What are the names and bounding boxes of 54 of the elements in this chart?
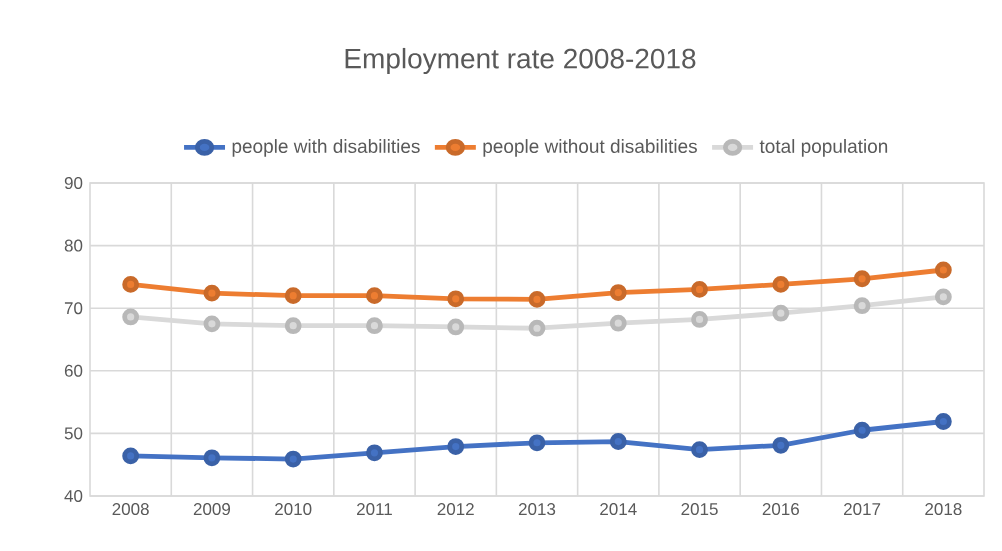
y-tick-label: 40 <box>64 489 83 502</box>
point <box>366 444 383 462</box>
point <box>934 413 952 430</box>
point <box>609 284 627 301</box>
point <box>528 319 546 337</box>
point <box>284 287 302 305</box>
point <box>366 287 383 305</box>
y-tick-label: 70 <box>64 302 83 315</box>
point <box>284 317 302 335</box>
chart-title: Employment rate 2008-2018 <box>345 47 696 75</box>
x-tick-label: 2013 <box>518 503 556 516</box>
x-tick-label: 2008 <box>112 503 149 516</box>
point <box>528 291 546 308</box>
point <box>609 433 627 450</box>
legend-label: total population <box>759 139 888 157</box>
y-tick-label: 80 <box>64 239 83 252</box>
legend-label: people with disabilities <box>232 139 420 157</box>
point <box>691 441 708 459</box>
point <box>934 288 952 306</box>
point <box>122 276 140 293</box>
point <box>609 314 627 332</box>
x-tick-label: 2015 <box>681 503 718 516</box>
y-tick-label: 90 <box>64 177 83 190</box>
point <box>203 449 221 467</box>
point <box>122 447 140 465</box>
point <box>203 315 221 333</box>
point <box>772 436 790 454</box>
x-tick-label: 2014 <box>600 503 637 516</box>
point <box>447 290 465 308</box>
point <box>203 284 221 302</box>
y-tick-label: 50 <box>64 427 83 440</box>
point <box>772 304 790 322</box>
point <box>447 318 465 336</box>
x-tick-label: 2018 <box>925 503 962 516</box>
point <box>853 421 871 439</box>
point <box>284 450 302 468</box>
point <box>853 297 871 315</box>
point <box>691 311 708 328</box>
x-tick-label: 2010 <box>275 503 312 516</box>
x-tick-label: 2017 <box>844 503 881 516</box>
point <box>772 276 790 293</box>
point <box>934 261 952 279</box>
x-tick-label: 2011 <box>357 503 392 516</box>
x-tick-label: 2012 <box>437 503 474 516</box>
x-tick-label: 2016 <box>762 503 799 516</box>
point <box>528 434 546 452</box>
point <box>691 281 708 298</box>
point <box>853 270 871 288</box>
legend-label: people without disabilities <box>483 139 697 157</box>
point <box>447 438 465 455</box>
y-tick-label: 60 <box>64 364 83 377</box>
point <box>122 308 140 326</box>
x-tick-label: 2009 <box>193 503 231 516</box>
point <box>366 317 383 335</box>
